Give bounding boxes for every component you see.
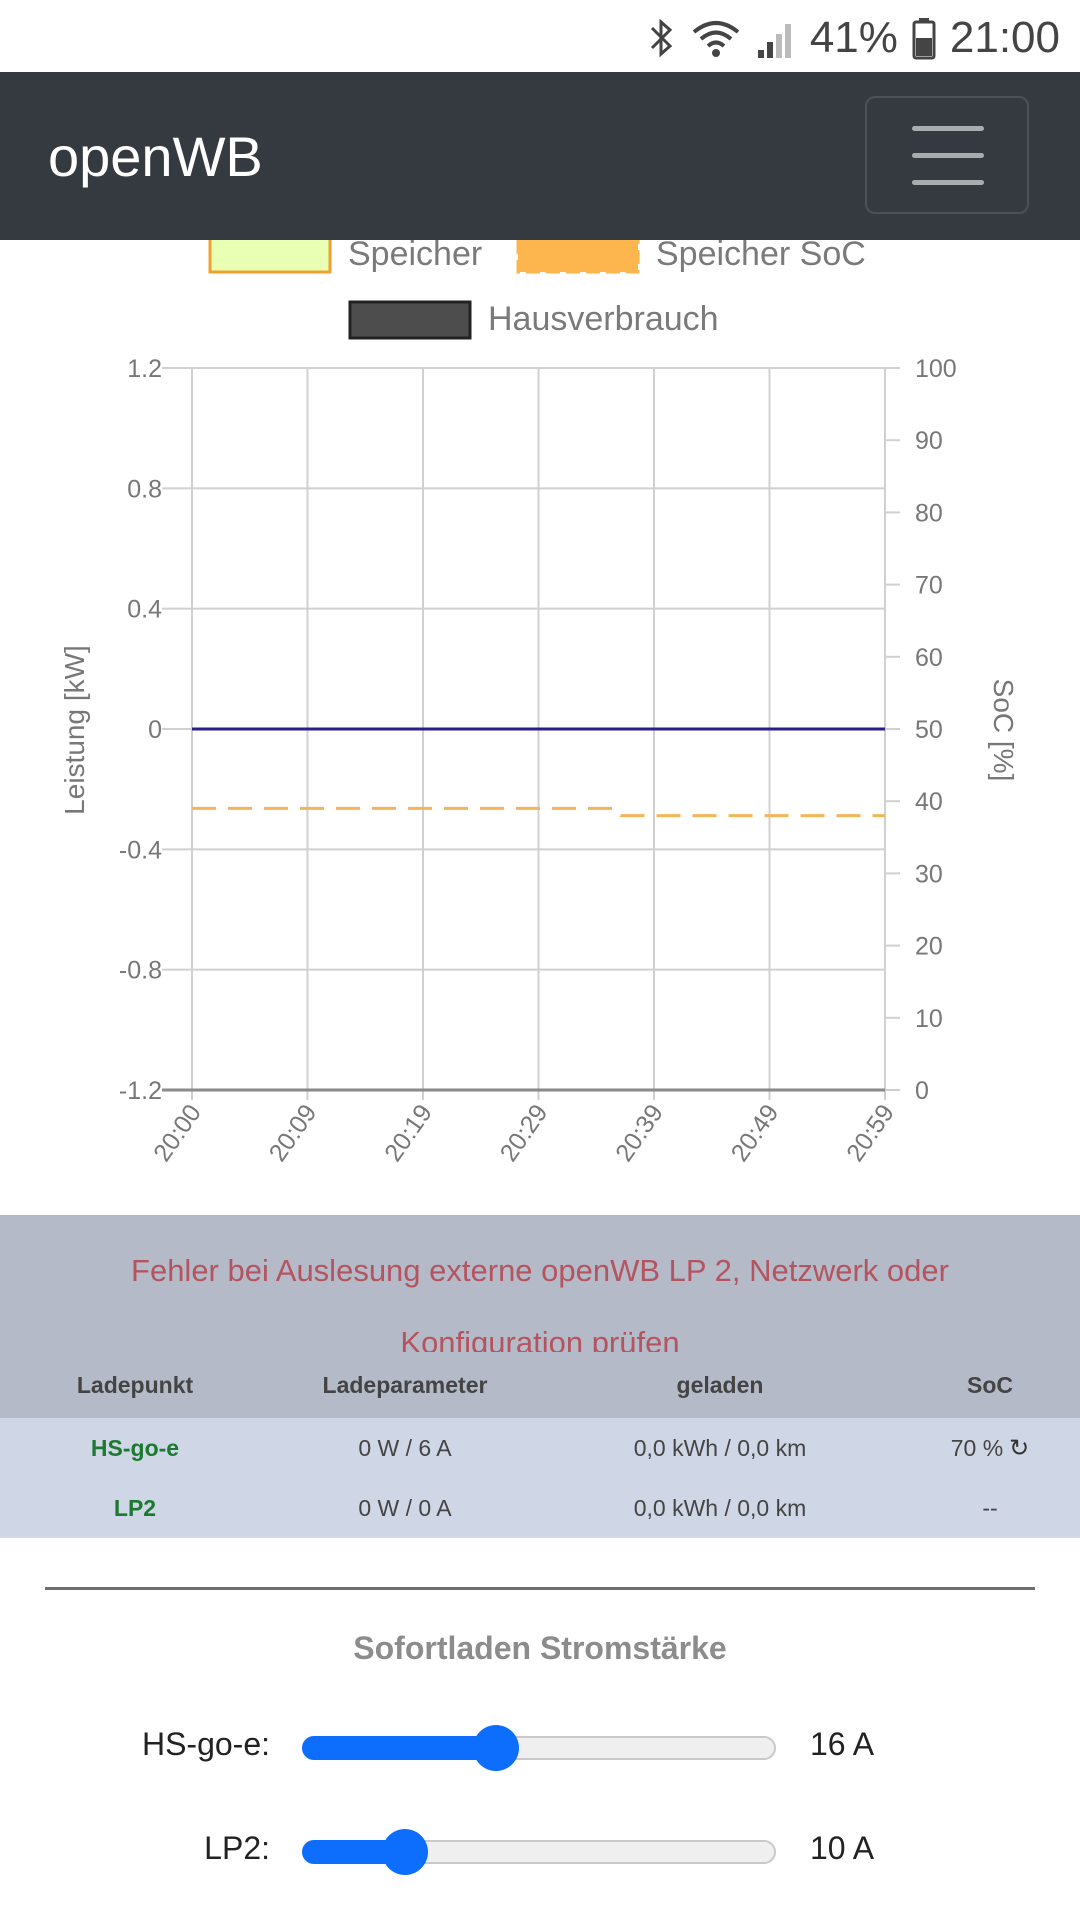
ladepunkt-name[interactable]: LP2 [113,1494,157,1521]
chart-series [192,727,885,818]
y2-tick-label: 70 [915,572,943,600]
x-tick-label: 20:59 [841,1099,900,1166]
ladeparameter-value: 0 W / 6 A [358,1434,452,1461]
current-slider-thumb[interactable] [382,1829,429,1875]
chart-svg: Speicher Speicher SoC Hausverbrauch 20:0… [59,240,1019,1167]
table-row: HS-go-e 0 W / 6 A 0,0 kWh / 0,0 km 70 % … [0,1418,1080,1478]
y-tick-label: 0 [148,716,162,744]
y2-tick-label: 100 [915,355,957,383]
y2-tick-label: 30 [915,860,943,888]
table-row: LP2 0 W / 0 A 0,0 kWh / 0,0 km -- [0,1478,1080,1538]
y-tick-label: -1.2 [119,1077,162,1105]
menu-toggle-button[interactable] [865,96,1029,214]
slider-label: LP2: [204,1830,270,1866]
legend-label-hausverbrauch[interactable]: Hausverbrauch [488,300,719,338]
header-ladeparameter: Ladeparameter [322,1371,488,1398]
header-soc: SoC [967,1371,1013,1398]
geladen-value: 0,0 kWh / 0,0 km [633,1434,807,1461]
current-slider-thumb[interactable] [473,1725,520,1771]
soc-value: -- [982,1494,998,1521]
y-tick-label: -0.4 [119,836,162,864]
y2-tick-label: 60 [915,644,943,672]
battery-percent: 41% [809,13,898,62]
x-tick-label: 20:09 [264,1099,323,1166]
y2-tick-label: 80 [915,499,943,527]
legend-swatch-speicher[interactable] [208,240,332,274]
bluetooth-icon [650,18,672,58]
slider-value: 16 A [810,1726,875,1762]
y2-tick-label: 0 [915,1077,929,1105]
table-header: Ladepunkt Ladeparameter geladen SoC [0,1352,1080,1418]
slider-row-lp2: LP2: 10 A [0,1822,1080,1882]
y2-axis-title: SoC [%] [988,679,1019,782]
x-tick-label: 20:49 [726,1099,785,1166]
refresh-icon[interactable]: ↻ [1009,1434,1030,1462]
header-geladen: geladen [676,1371,764,1398]
status-icons: 41% 21:00 [646,10,1060,66]
slider-label: HS-go-e: [141,1726,270,1762]
y-tick-label: 0.8 [127,475,162,503]
battery-icon [912,18,936,60]
soc-cell: 70 % ↻ [880,1418,1080,1478]
y2-tick-label: 10 [915,1005,943,1033]
y2-tick-label: 90 [915,427,943,455]
y-tick-label: 0.4 [127,596,162,624]
legend-label-speicher-soc[interactable]: Speicher SoC [656,240,866,273]
navbar: openWB [0,72,1080,240]
header-ladepunkt: Ladepunkt [76,1371,194,1398]
y2-tick-label: 40 [915,788,943,816]
chart-legend: Speicher Speicher SoC Hausverbrauch [208,240,866,340]
sofortladen-title: Sofortladen Stromstärke [353,1630,727,1666]
geladen-value: 0,0 kWh / 0,0 km [633,1494,807,1521]
signal-icon [757,24,791,58]
ladeparameter-value: 0 W / 0 A [358,1494,452,1521]
y2-tick-label: 50 [915,716,943,744]
soc-value: 70 % [950,1434,1004,1461]
x-tick-label: 20:39 [610,1099,669,1166]
wifi-icon [692,21,740,57]
chart-grid [162,367,900,1100]
power-chart: Speicher Speicher SoC Hausverbrauch 20:0… [0,240,1080,1215]
y-axis-title: Leistung [kW] [59,645,90,815]
slider-value: 10 A [810,1830,875,1866]
legend-label-speicher[interactable]: Speicher [348,240,482,273]
y-tick-label: 1.2 [127,355,162,383]
y2-tick-label: 20 [915,933,943,961]
legend-swatch-speicher-soc[interactable] [516,240,640,274]
section-divider [45,1587,1035,1590]
x-tick-label: 20:00 [148,1099,207,1166]
x-tick-label: 20:29 [495,1099,554,1166]
brand-title[interactable]: openWB [48,125,263,188]
hamburger-menu-icon [912,126,984,131]
x-tick-label: 20:19 [379,1099,438,1166]
clock: 21:00 [949,13,1060,62]
y-tick-label: -0.8 [119,957,162,985]
slider-row-hs-go-e: HS-go-e: 16 A [0,1718,1080,1778]
status-bar: 41% 21:00 [0,0,1080,72]
legend-swatch-hausverbrauch[interactable] [348,300,472,340]
ladepunkt-name[interactable]: HS-go-e [90,1434,180,1461]
current-slider-fill [302,1736,497,1760]
